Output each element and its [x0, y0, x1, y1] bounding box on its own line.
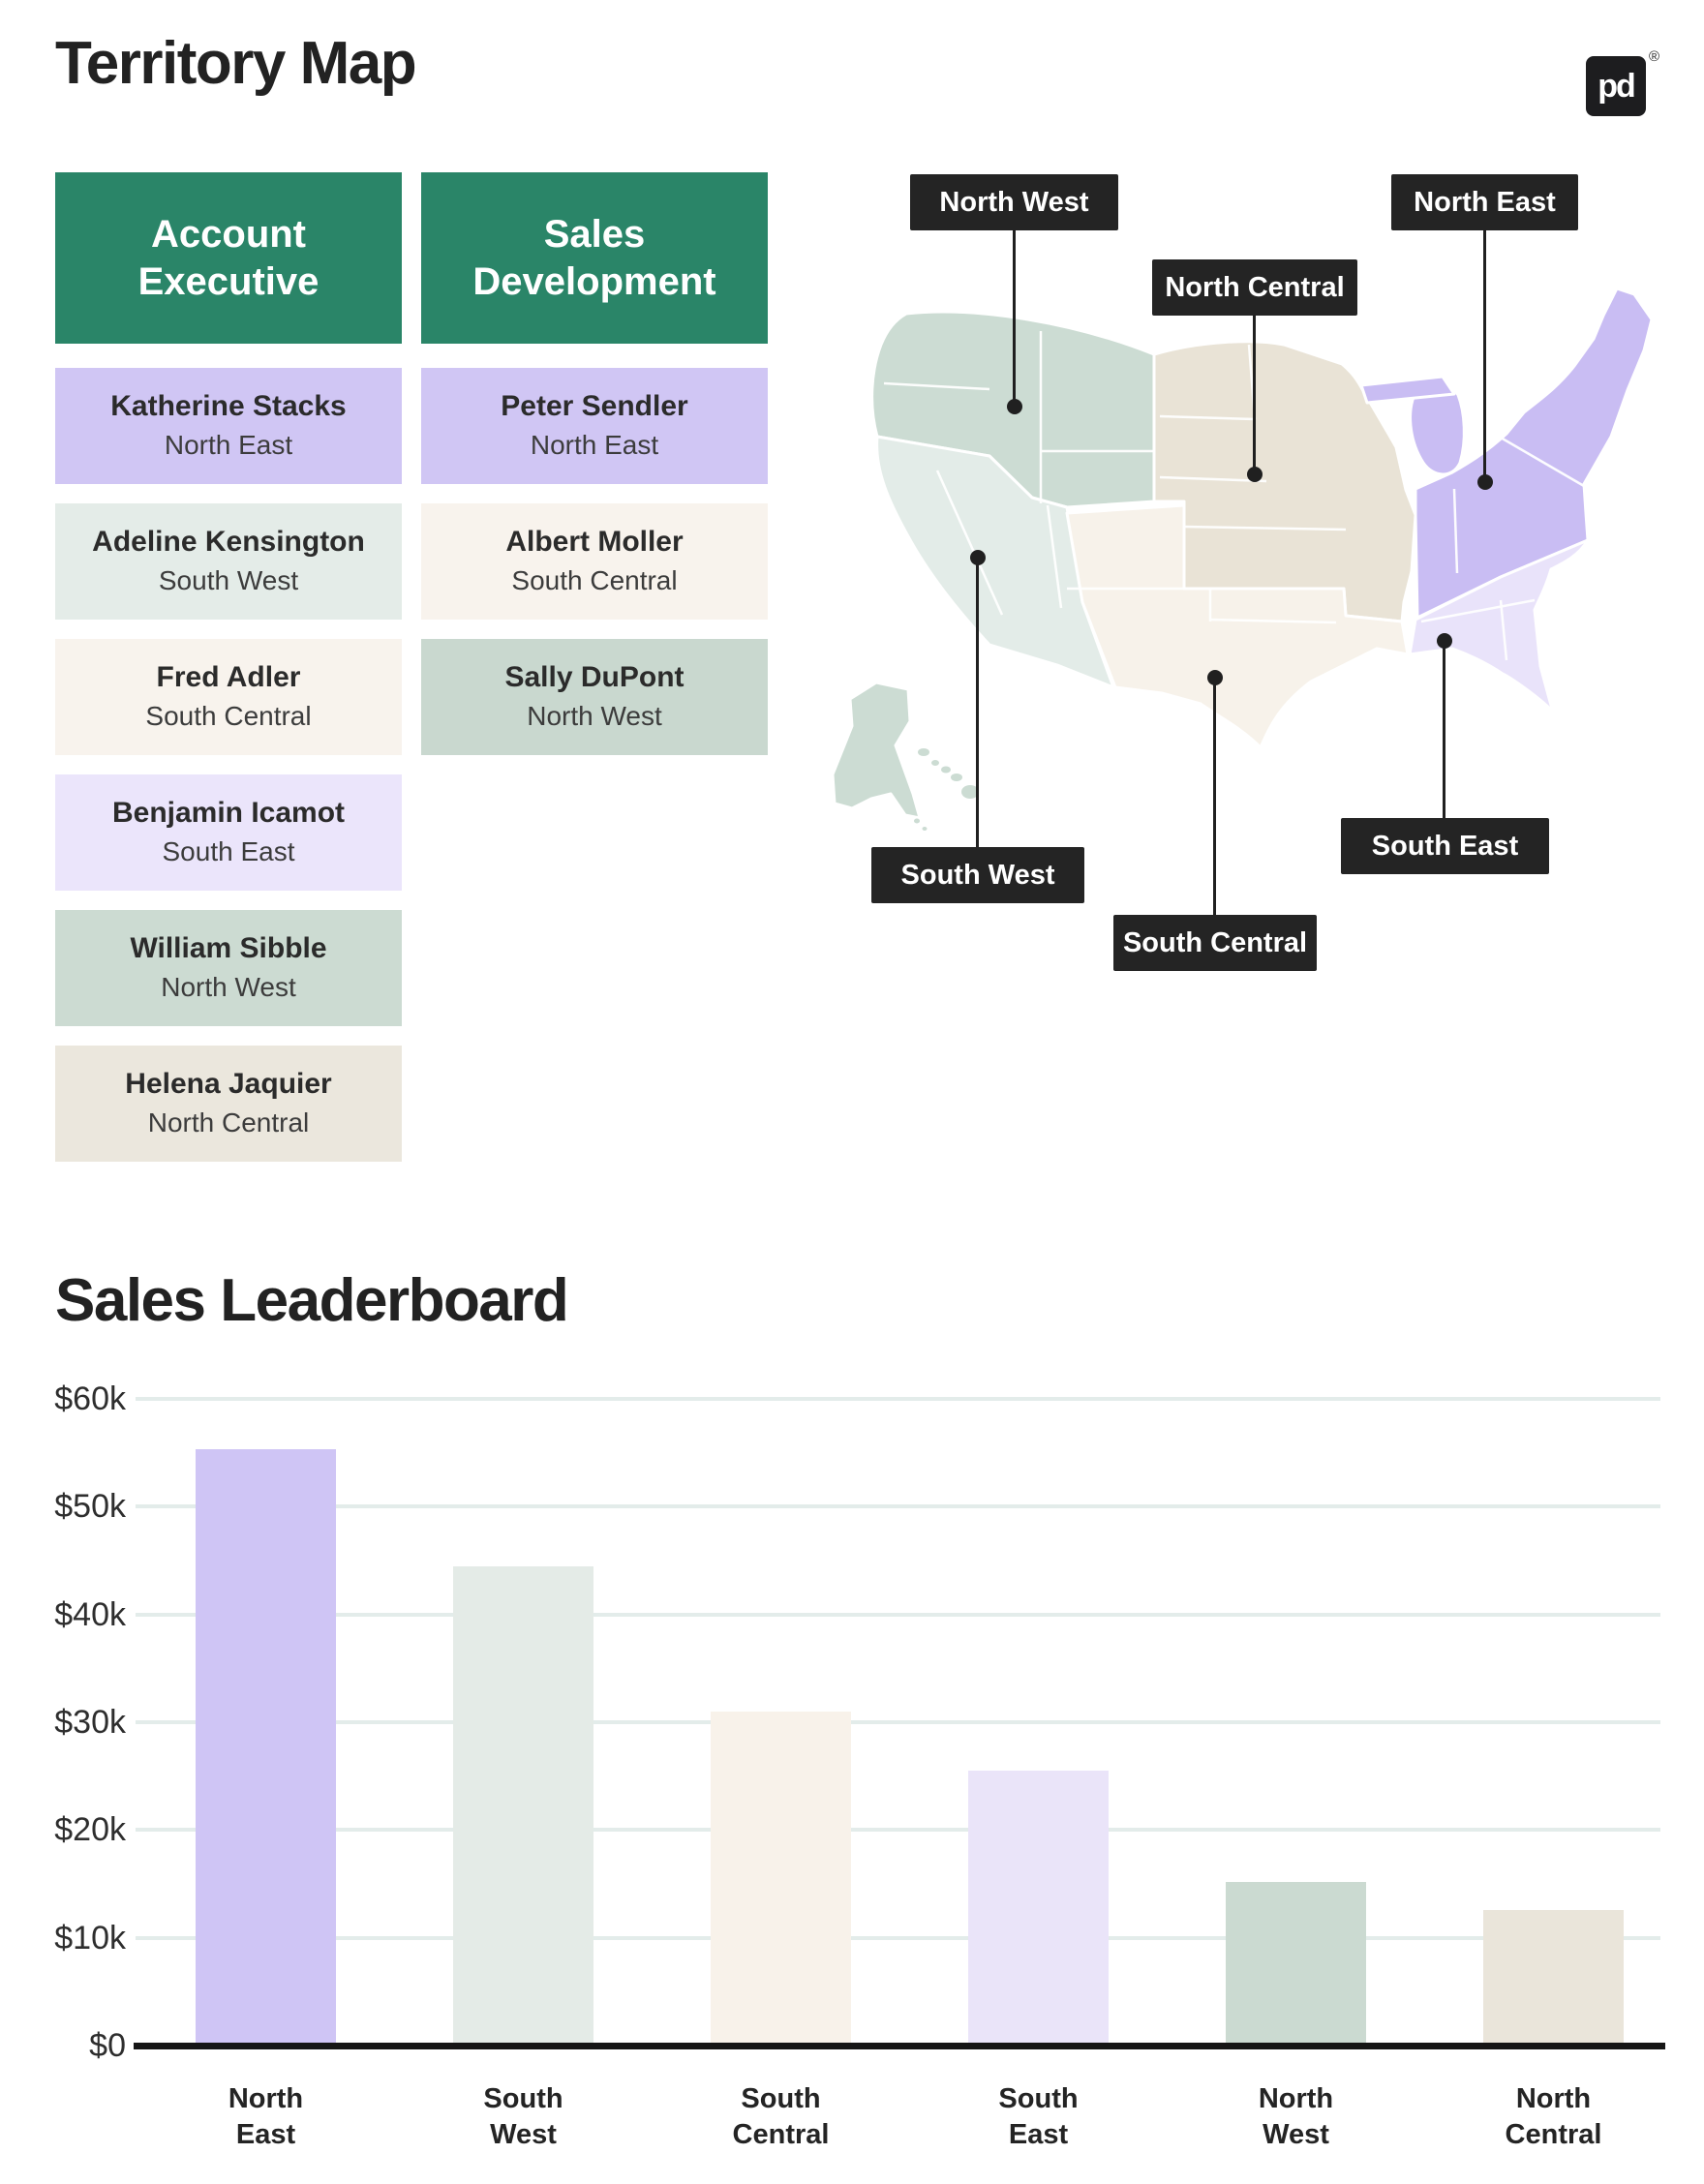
bar-south-central [711, 1711, 851, 2046]
pointer-line-north-central [1253, 313, 1256, 474]
pointer-line-north-east [1483, 230, 1486, 482]
person-card: Albert Moller South Central [421, 503, 768, 620]
person-region: South East [162, 835, 295, 866]
bar-north-east [196, 1449, 336, 2046]
ytick-label: $10k [54, 1919, 126, 1956]
sales-development-header: Sales Development [421, 172, 768, 344]
person-card: Adeline Kensington South West [55, 503, 402, 620]
pointer-dot-north-east [1477, 474, 1493, 490]
person-name: William Sibble [130, 931, 327, 964]
person-region: South Central [145, 700, 312, 731]
ytick-label: $30k [54, 1704, 126, 1741]
map-label-south-central: South Central [1113, 915, 1317, 971]
registered-mark: ® [1648, 48, 1659, 65]
bar-south-west [453, 1565, 593, 2046]
ytick-label: $60k [54, 1380, 126, 1417]
territory-map: North West North Central North East Sout… [823, 174, 1685, 987]
map-region-north-central [1152, 340, 1417, 623]
pointer-line-south-east [1443, 641, 1445, 818]
person-region: North East [164, 429, 293, 460]
pointer-line-south-west [976, 560, 979, 847]
pointer-dot-south-west [970, 550, 986, 565]
person-region: North East [530, 429, 659, 460]
pointer-dot-south-east [1437, 633, 1452, 649]
person-name: Sally DuPont [504, 660, 685, 693]
ytick-label: $0 [89, 2027, 126, 2064]
ytick-label: $20k [54, 1811, 126, 1849]
bar-south-east [968, 1771, 1109, 2046]
person-card: Sally DuPont North West [421, 639, 768, 755]
person-card: Helena Jaquier North Central [55, 1046, 402, 1162]
map-label-south-east: South East [1341, 818, 1549, 874]
person-region: North West [161, 971, 296, 1002]
pointer-dot-south-central [1207, 670, 1223, 685]
person-region: North Central [147, 1107, 310, 1138]
account-executive-header: Account Executive [55, 172, 402, 344]
pointer-dot-north-west [1007, 399, 1022, 414]
xtick-label: South Central [732, 2083, 830, 2151]
map-region-south-central [1065, 503, 1410, 749]
gridline [136, 1397, 1660, 1401]
person-name: Albert Moller [505, 525, 684, 558]
person-region: South Central [511, 564, 678, 595]
xtick-label: South East [998, 2083, 1079, 2151]
pointer-line-south-central [1213, 678, 1216, 915]
xtick-label: North West [1258, 2083, 1334, 2151]
person-card: Peter Sendler North East [421, 368, 768, 484]
person-card: Benjamin Icamot South East [55, 774, 402, 891]
gridline [136, 1720, 1660, 1724]
ytick-label: $50k [54, 1488, 126, 1526]
pointer-line-north-west [1013, 230, 1016, 407]
pd-logo-text: pd [1598, 67, 1636, 105]
person-region: North West [527, 700, 662, 731]
person-name: Adeline Kensington [92, 525, 365, 558]
bar-north-west [1226, 1881, 1366, 2046]
person-name: Helena Jaquier [125, 1067, 332, 1100]
sales-leaderboard-chart: $60k $50k $40k $30k $20k $10k $0 North East Sout… [0, 1380, 1704, 2184]
gridline [136, 1828, 1660, 1833]
chart-x-axis [134, 2043, 1665, 2049]
ytick-label: $40k [54, 1595, 126, 1633]
map-region-south-west [875, 435, 1115, 689]
gridline [136, 1935, 1660, 1940]
map-region-north-east [1414, 287, 1654, 620]
map-region-alaska [831, 681, 922, 820]
page-title: Territory Map [55, 30, 417, 97]
xtick-label: North East [228, 2083, 304, 2151]
person-card: Fred Adler South Central [55, 639, 402, 755]
map-region-south-east [1408, 538, 1590, 713]
bar-north-central [1483, 1909, 1624, 2046]
person-card: William Sibble North West [55, 910, 402, 1026]
gridline [136, 1612, 1660, 1617]
account-executive-column: Account Executive Katherine Stacks North… [55, 172, 402, 1181]
person-name: Benjamin Icamot [111, 796, 346, 829]
xtick-label: South West [483, 2083, 563, 2151]
xtick-label: North Central [1505, 2083, 1602, 2151]
person-card: Katherine Stacks North East [55, 368, 402, 484]
person-name: Fred Adler [156, 660, 301, 693]
gridline [136, 1504, 1660, 1509]
map-region-hawaii [914, 748, 979, 831]
person-name: Peter Sendler [501, 389, 688, 422]
map-label-north-west: North West [910, 174, 1118, 230]
leaderboard-title: Sales Leaderboard [55, 1267, 569, 1334]
map-label-north-east: North East [1391, 174, 1578, 230]
map-label-north-central: North Central [1152, 259, 1357, 316]
person-region: South West [158, 564, 299, 595]
us-map [831, 287, 1654, 831]
sales-development-column: Sales Development Peter Sendler North Ea… [421, 172, 768, 774]
pd-logo: pd ® [1586, 48, 1659, 116]
pointer-dot-north-central [1247, 467, 1263, 482]
map-region-michigan-up [1359, 375, 1456, 405]
map-label-south-west: South West [871, 847, 1084, 903]
person-name: Katherine Stacks [110, 389, 347, 422]
